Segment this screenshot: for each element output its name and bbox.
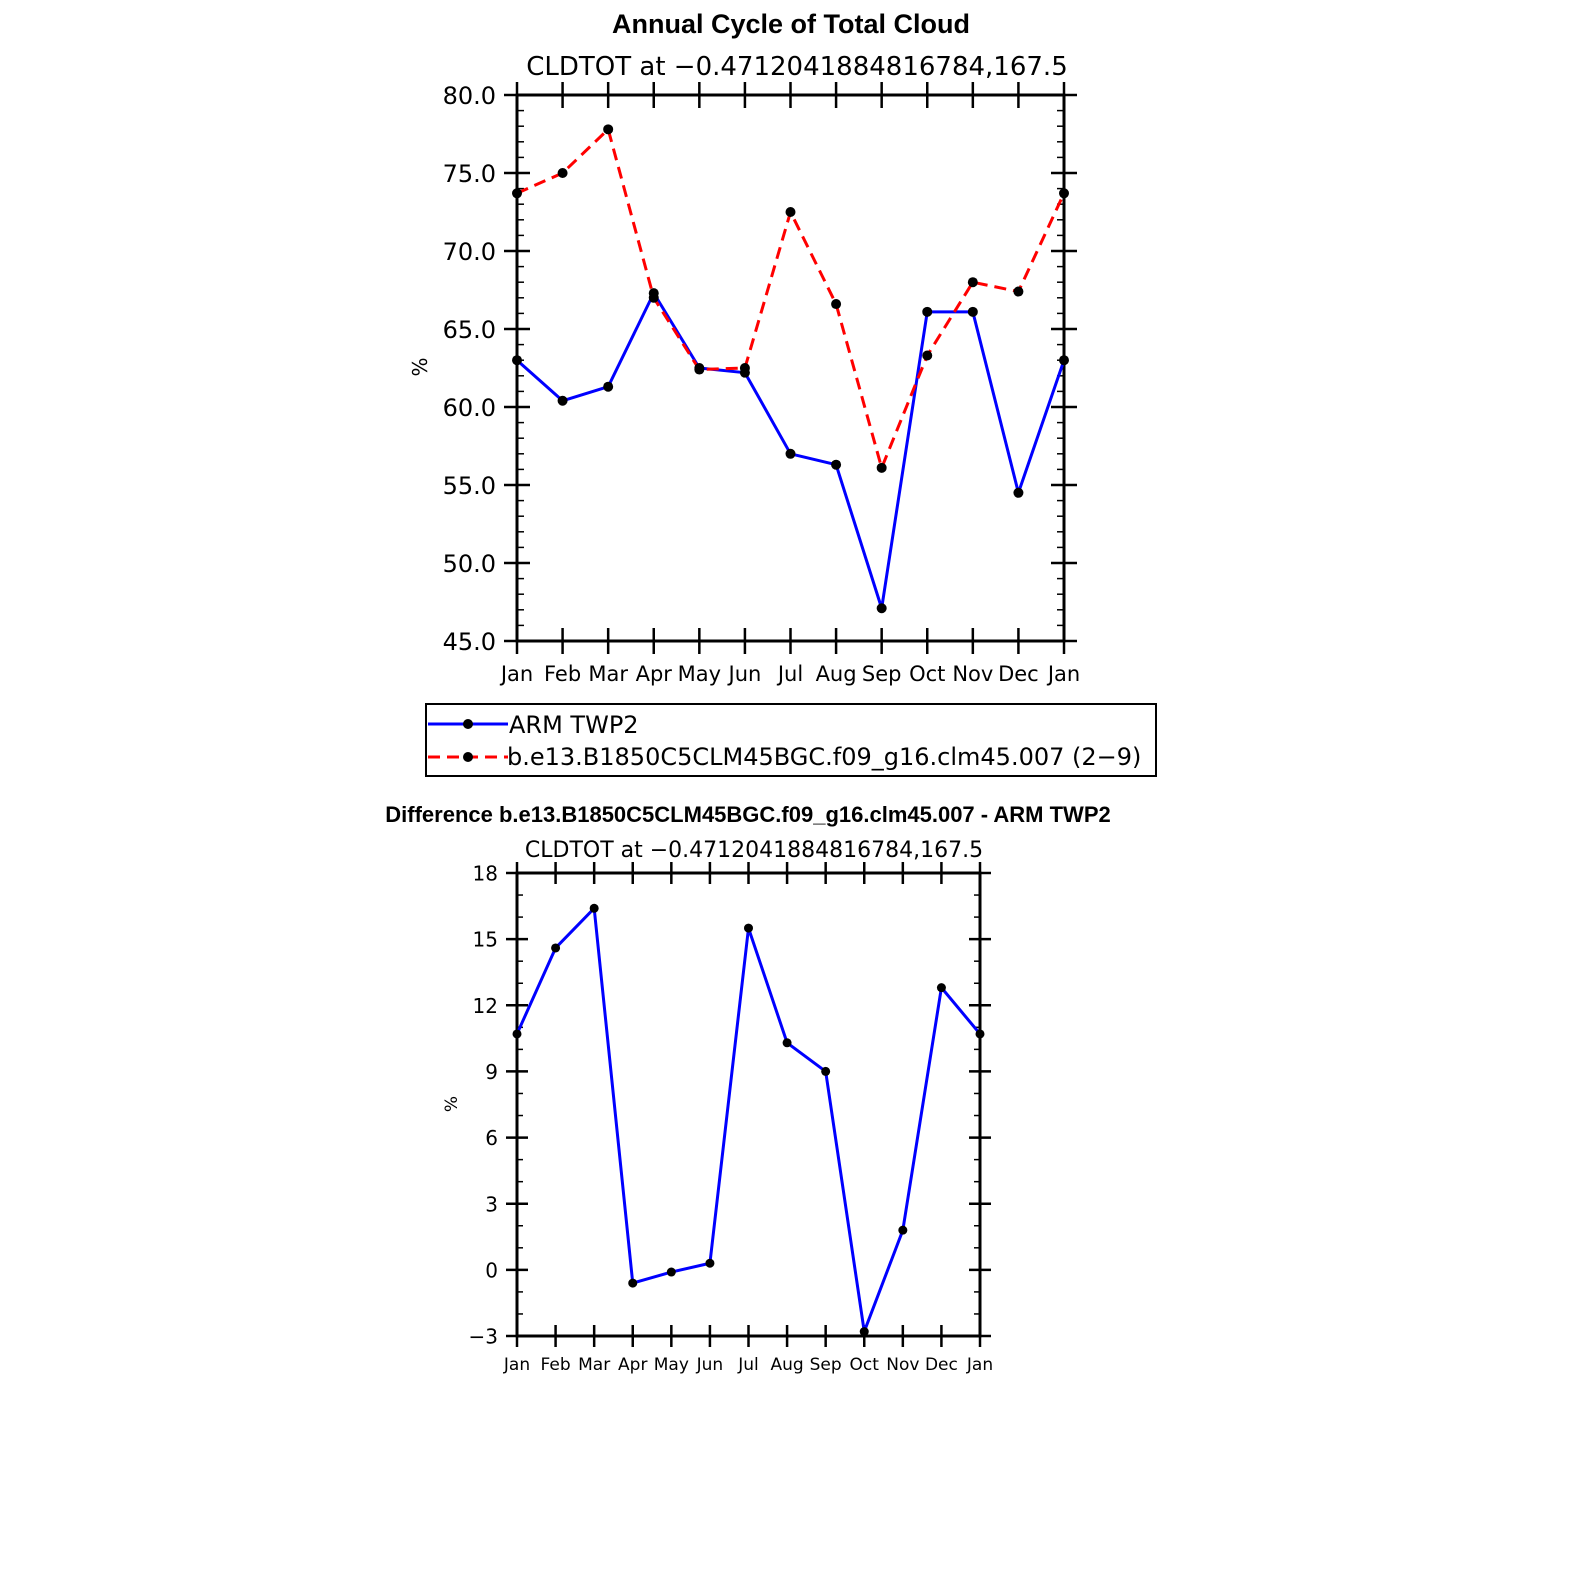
c1-series-line-1 (516, 127, 1066, 470)
c1-ytick-label: 60.0 (443, 394, 496, 422)
legend-label-arm: ARM TWP2 (509, 711, 639, 739)
c1-data-point (831, 459, 842, 470)
c2-data-point (821, 1066, 831, 1076)
c1-ytick-label: 80.0 (443, 82, 496, 110)
c2-xtick-label: Nov (886, 1355, 919, 1375)
c1-xtick-label: Jan (1046, 662, 1080, 686)
chart2-title: Difference b.e13.B1850C5CLM45BGC.f09_g16… (385, 802, 1110, 827)
c2-xtick-label: Mar (578, 1355, 610, 1375)
legend-marker-model (463, 752, 473, 762)
chart2-ylabel: % (442, 1096, 462, 1112)
c1-data-point (648, 292, 659, 303)
c1-data-point (1059, 188, 1069, 199)
c1-data-point (739, 363, 750, 373)
c2-xtick-label: May (654, 1355, 689, 1375)
c2-xtick-label: Jan (503, 1355, 530, 1375)
annual-cycle-chart: Annual Cycle of Total Cloud CLDTOT at −0… (408, 9, 1157, 777)
c2-xtick-label: Aug (770, 1355, 803, 1375)
c1-data-point (512, 355, 522, 366)
legend-box (425, 703, 1157, 777)
c2-xtick-label: Feb (541, 1355, 571, 1375)
c2-ytick-label: 3 (485, 1192, 498, 1216)
chart1-title: Annual Cycle of Total Cloud (612, 9, 970, 39)
c1-data-point (876, 603, 887, 614)
chart1-ylabel: % (408, 357, 432, 376)
c2-data-point (628, 1278, 638, 1288)
c1-xtick-label: Mar (588, 662, 628, 686)
c1-plot-frame (515, 93, 1066, 643)
c1-ytick-label: 75.0 (443, 160, 496, 188)
c1-xtick-label: May (678, 662, 721, 686)
c1-data-point (1013, 487, 1024, 498)
c2-xtick-label: Jul (737, 1355, 759, 1375)
c2-data-point (744, 923, 753, 933)
c1-data-point (922, 306, 933, 317)
c2-ytick-label: 0 (485, 1258, 498, 1282)
c2-xtick-label: Apr (618, 1355, 647, 1375)
c1-data-point (694, 364, 705, 375)
legend-marker-arm (463, 719, 473, 729)
c2-ytick-label: 15 (473, 928, 498, 952)
c2-series-line-0 (515, 906, 982, 1334)
c2-xtick-label: Dec (925, 1355, 958, 1375)
c2-xtick-label: Sep (810, 1355, 842, 1375)
c1-data-point (1013, 286, 1024, 297)
c1-data-point (785, 207, 796, 217)
c2-data-point (782, 1038, 792, 1048)
c2-data-point (705, 1258, 715, 1268)
c1-xtick-label: Jan (499, 662, 533, 686)
c1-xtick-label: Feb (544, 662, 581, 686)
difference-chart: Difference b.e13.B1850C5CLM45BGC.f09_g16… (385, 802, 1110, 1375)
c2-data-point (551, 943, 561, 953)
c1-ytick-label: 65.0 (443, 316, 496, 344)
c2-xtick-label: Oct (850, 1355, 880, 1375)
c1-xtick-label: Nov (952, 662, 993, 686)
c2-ytick-label: 12 (473, 994, 498, 1018)
c1-xtick-label: Dec (998, 662, 1039, 686)
c2-data-point (666, 1267, 676, 1277)
c1-data-point (512, 188, 522, 199)
c1-data-point (831, 299, 842, 310)
c1-xtick-label: Jul (776, 662, 803, 686)
c2-data-point (898, 1225, 908, 1235)
c2-ytick-label: 9 (485, 1060, 498, 1084)
c1-ytick-label: 55.0 (443, 472, 496, 500)
c2-xtick-label: Jun (696, 1355, 724, 1375)
c2-ytick-label: −3 (469, 1325, 498, 1349)
c2-ytick-label: 6 (485, 1126, 498, 1150)
c1-data-point (785, 448, 796, 459)
c2-data-point (975, 1029, 985, 1039)
legend-label-model: b.e13.B1850C5CLM45BGC.f09_g16.clm45.007 … (507, 743, 1141, 771)
c1-data-point (557, 395, 568, 406)
c2-plot-frame (515, 871, 982, 1338)
c1-xtick-label: Sep (862, 662, 902, 686)
c2-xtick-label: Jan (966, 1355, 993, 1375)
c1-xtick-label: Jun (727, 662, 762, 686)
c1-xtick-label: Aug (816, 662, 857, 686)
c2-ytick-label: 18 (473, 862, 498, 886)
c1-data-point (876, 462, 887, 473)
c1-ytick-label: 70.0 (443, 238, 496, 266)
c1-data-point (1059, 355, 1069, 366)
c1-xtick-label: Oct (909, 662, 945, 686)
c1-data-point (557, 168, 568, 178)
c2-data-point (936, 983, 946, 993)
c1-ytick-label: 50.0 (443, 550, 496, 578)
chart1-legend: ARM TWP2 b.e13.B1850C5CLM45BGC.f09_g16.c… (425, 703, 1157, 777)
c1-data-point (967, 306, 978, 317)
chart1-subtitle: CLDTOT at −0.4712041884816784,167.5 (526, 52, 1068, 82)
chart2-subtitle: CLDTOT at −0.4712041884816784,167.5 (525, 838, 983, 863)
c1-data-point (922, 350, 933, 361)
c1-xtick-label: Apr (636, 662, 673, 686)
c1-data-point (603, 381, 614, 392)
c2-data-point (512, 1029, 522, 1039)
c2-data-point (589, 903, 599, 913)
c1-data-point (967, 277, 978, 288)
c1-ytick-label: 45.0 (443, 628, 496, 656)
c2-data-point (859, 1327, 869, 1337)
c1-data-point (603, 124, 614, 135)
